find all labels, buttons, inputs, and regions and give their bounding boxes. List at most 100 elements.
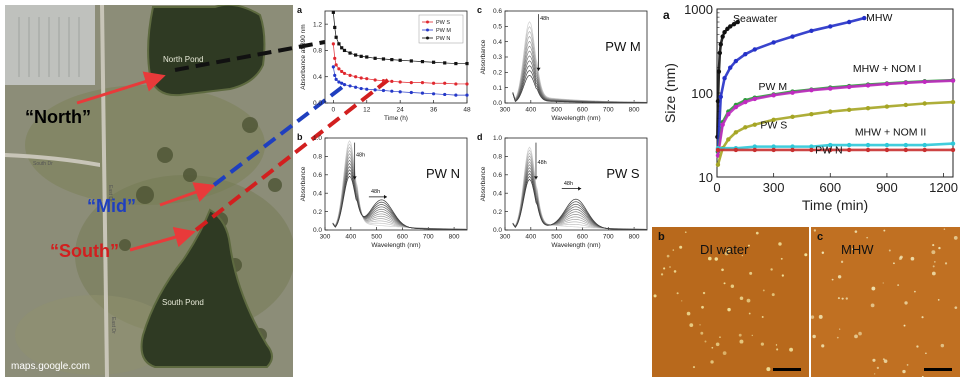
- spectrum-curve: [332, 175, 468, 230]
- series-label: MHW: [866, 12, 892, 24]
- data-point: [828, 109, 833, 114]
- afm-particle: [811, 315, 815, 319]
- south-pond-label: South Pond: [162, 298, 204, 307]
- north-site-label: “North”: [25, 107, 91, 127]
- afm-particle: [914, 290, 916, 293]
- data-point: [365, 55, 369, 59]
- afm-particle: [953, 235, 958, 240]
- data-point: [334, 63, 338, 67]
- data-point: [846, 19, 852, 25]
- data-point: [354, 53, 358, 57]
- chart-size-time: 0 300 600 900 1200 10 100 1000 Time (min) Size (n…: [662, 3, 958, 213]
- x-tick-label: 800: [629, 234, 640, 241]
- data-point: [718, 42, 723, 47]
- data-point: [337, 67, 341, 71]
- legend-swatch-marker: [426, 20, 429, 24]
- data-point: [922, 142, 927, 148]
- data-point: [771, 117, 776, 122]
- road-label: East Dr: [110, 317, 116, 334]
- chart-marks: 300 400 500 600 700 800 0.0 0.2 0.4 0.6 0.8 1.0 Wave…: [297, 132, 468, 249]
- afm-particle: [755, 231, 759, 235]
- afm-particle: [845, 297, 848, 300]
- data-point: [743, 125, 748, 130]
- x-tick-label: 300: [763, 180, 785, 195]
- afm-particle: [710, 360, 714, 364]
- data-point: [333, 73, 337, 77]
- data-point: [348, 51, 352, 55]
- data-point: [331, 10, 335, 14]
- afm-particle: [841, 297, 844, 300]
- scale-bar: [924, 368, 952, 371]
- afm-particle: [932, 244, 935, 247]
- plot-frame: [504, 10, 648, 104]
- data-point: [398, 58, 402, 62]
- data-point: [865, 147, 871, 153]
- data-point: [752, 96, 757, 102]
- afm-particle: [931, 271, 936, 276]
- chart-pw-n-spectra: 300 400 500 600 700 800 0.0 0.2 0.4 0.6 0.8 1.0 Wave…: [297, 132, 468, 249]
- y-tick-label: 10: [699, 170, 713, 185]
- data-point: [922, 79, 927, 84]
- y-tick-label: 0.4: [313, 190, 322, 197]
- afm-particle: [778, 242, 782, 246]
- afm-particle: [751, 334, 753, 337]
- afm-particle: [780, 257, 783, 260]
- scale-bar: [773, 368, 801, 371]
- x-tick-label: 700: [603, 107, 614, 114]
- x-tick-label: 300: [320, 234, 331, 241]
- road-label: East Dr: [107, 185, 113, 202]
- data-point: [340, 46, 344, 50]
- data-point: [465, 82, 469, 86]
- afm-particle: [876, 366, 880, 370]
- afm-particle: [854, 334, 858, 339]
- data-point: [828, 147, 833, 153]
- time-annotation: 48h: [538, 160, 547, 166]
- afm-particle: [673, 270, 677, 273]
- x-axis-label: Time (min): [802, 197, 868, 213]
- spectrum-curve: [332, 146, 468, 230]
- afm-particle: [681, 300, 683, 302]
- afm-particle: [679, 245, 683, 249]
- afm-particle: [888, 249, 891, 252]
- afm-particle: [921, 375, 924, 377]
- data-point: [331, 65, 335, 69]
- panel-letter: c: [817, 231, 823, 243]
- afm-particle: [666, 254, 670, 258]
- panel-letter: a: [297, 5, 303, 15]
- data-point: [431, 60, 436, 64]
- afm-particle: [738, 333, 742, 337]
- data-point: [722, 76, 727, 81]
- time-arrowhead: [536, 67, 541, 71]
- chart-marks: 0 12 24 36 48 0.0 0.4 0.8 1.2 Time (h) Absorbance …: [297, 5, 471, 122]
- data-point: [454, 93, 458, 97]
- data-point: [373, 56, 377, 60]
- afm-particle: [701, 305, 704, 309]
- time-arrowhead: [533, 176, 538, 180]
- x-tick-label: 400: [525, 107, 536, 114]
- afm-particle: [789, 347, 794, 352]
- data-point: [354, 85, 358, 89]
- series-label: Seawater: [733, 13, 778, 25]
- data-point: [828, 86, 833, 91]
- data-point: [733, 104, 739, 110]
- afm-particle: [672, 249, 675, 251]
- data-point: [950, 147, 956, 153]
- afm-particle: [840, 260, 844, 263]
- data-point: [334, 77, 338, 81]
- afm-particle: [813, 229, 817, 232]
- data-point: [865, 105, 871, 111]
- y-tick-label: 0.4: [313, 74, 322, 81]
- x-tick-label: 400: [345, 234, 356, 241]
- x-tick-label: 900: [876, 180, 898, 195]
- afm-particle: [748, 312, 751, 315]
- afm-particle: [653, 294, 657, 298]
- afm-particle: [804, 253, 808, 257]
- afm-particle: [708, 256, 712, 261]
- afm-particle: [818, 314, 823, 319]
- y-tick-label: 0.2: [493, 70, 502, 77]
- y-tick-label: 0.0: [493, 100, 502, 107]
- afm-image-mhw: c MHW: [811, 227, 960, 377]
- y-tick-label: 0.6: [313, 172, 322, 179]
- data-point: [950, 99, 956, 105]
- data-point: [884, 81, 890, 87]
